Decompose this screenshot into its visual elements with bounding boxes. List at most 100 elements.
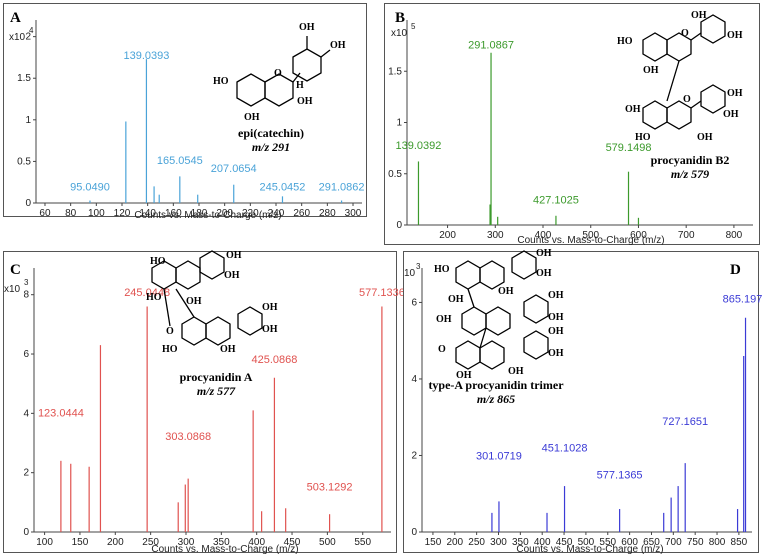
panel-c-frame bbox=[3, 251, 397, 553]
panel-d-scale-exp: 3 bbox=[416, 262, 421, 271]
y-tick-c: 8 bbox=[23, 290, 29, 301]
panel-d-frame bbox=[403, 251, 759, 553]
x-tick-c: 450 bbox=[284, 537, 301, 548]
panel-c-scale-exp: 3 bbox=[24, 278, 29, 287]
peak-label-a: 95.0490 bbox=[70, 182, 110, 194]
compound-name-a: epi(catechin) bbox=[238, 126, 304, 140]
peak-label-c: 245.0448 bbox=[124, 287, 170, 299]
x-tick-a: 280 bbox=[319, 208, 336, 219]
svg-text:OH: OH bbox=[456, 370, 472, 381]
y-tick-b: 1.5 bbox=[388, 66, 402, 77]
compound-name-b: procyanidin B2 bbox=[651, 153, 730, 167]
panel-a-letter: A bbox=[10, 10, 21, 26]
x-tick-d: 400 bbox=[534, 537, 551, 548]
x-tick-b: 400 bbox=[535, 230, 552, 241]
x-tick-a: 160 bbox=[165, 208, 182, 219]
svg-text:HO: HO bbox=[150, 256, 166, 267]
svg-text:OH: OH bbox=[299, 22, 315, 33]
peak-label-b: 579.1498 bbox=[606, 142, 652, 154]
svg-text:HO: HO bbox=[146, 292, 162, 303]
x-tick-d: 850 bbox=[731, 537, 748, 548]
peak-label-b: 139.0392 bbox=[396, 140, 442, 152]
svg-text:OH: OH bbox=[498, 286, 514, 297]
x-tick-c: 250 bbox=[142, 537, 159, 548]
x-tick-a: 140 bbox=[139, 208, 156, 219]
svg-text:OH: OH bbox=[244, 112, 260, 123]
panel-a-scale-exp: 4 bbox=[29, 26, 34, 35]
x-tick-c: 100 bbox=[36, 537, 53, 548]
x-tick-d: 200 bbox=[446, 537, 463, 548]
peak-label-a: 207.0654 bbox=[211, 163, 257, 175]
x-tick-b: 300 bbox=[487, 230, 504, 241]
svg-text:OH: OH bbox=[723, 109, 739, 120]
svg-text:OH: OH bbox=[625, 104, 641, 115]
panel-a-scale: x10 bbox=[9, 32, 26, 43]
type-a-trimer-structure: HO OH OH OH OH OH OH OH O OH OH OH OH ty… bbox=[428, 248, 564, 406]
svg-text:OH: OH bbox=[262, 324, 278, 335]
y-tick-c: 4 bbox=[23, 408, 29, 419]
x-tick-d: 450 bbox=[556, 537, 573, 548]
svg-text:OH: OH bbox=[186, 296, 202, 307]
peak-label-b: 291.0867 bbox=[468, 40, 514, 52]
x-tick-b: 700 bbox=[678, 230, 695, 241]
x-tick-a: 300 bbox=[345, 208, 362, 219]
x-tick-b: 600 bbox=[630, 230, 647, 241]
x-tick-c: 350 bbox=[213, 537, 230, 548]
x-tick-c: 550 bbox=[354, 537, 371, 548]
chart-b: B x10 5 200 300 400 500 600 700 800 0 0.5 1 1.5 291… bbox=[388, 10, 753, 246]
peak-label-d: 301.0719 bbox=[476, 450, 522, 462]
y-tick-b: 0 bbox=[396, 220, 402, 231]
panel-b-frame bbox=[384, 3, 760, 245]
y-tick-a: 2 bbox=[25, 32, 31, 43]
svg-text:O: O bbox=[681, 28, 689, 39]
svg-text:OH: OH bbox=[536, 248, 552, 259]
y-tick-a: 1.5 bbox=[17, 73, 31, 84]
peak-label-d: 451.1028 bbox=[542, 443, 588, 455]
peak-label-b: 427.1025 bbox=[533, 194, 579, 206]
panel-b-letter: B bbox=[395, 10, 405, 26]
compound-mz-a: m/z 291 bbox=[252, 140, 290, 154]
x-tick-d: 300 bbox=[490, 537, 507, 548]
svg-text:OH: OH bbox=[262, 302, 278, 313]
y-tick-d: 0 bbox=[411, 527, 417, 538]
x-tick-d: 650 bbox=[643, 537, 660, 548]
panel-d: D 10 3 150 200 250 300 350 400 450 500 550 600 650… bbox=[400, 248, 762, 556]
y-tick-a: 1 bbox=[25, 115, 31, 126]
compound-name-c: procyanidin A bbox=[180, 370, 253, 384]
y-tick-a: 0.5 bbox=[17, 156, 31, 167]
svg-text:OH: OH bbox=[508, 366, 524, 377]
procyanidin-b2-structure: HO OH OH O OH OH OH OH HO O OH procyanid… bbox=[617, 10, 743, 181]
x-tick-a: 200 bbox=[216, 208, 233, 219]
panel-b-scale-exp: 5 bbox=[411, 22, 416, 31]
x-tick-a: 240 bbox=[268, 208, 285, 219]
y-tick-d: 4 bbox=[411, 374, 417, 385]
svg-text:OH: OH bbox=[436, 314, 452, 325]
panel-c-scale: x10 bbox=[4, 284, 21, 295]
svg-text:OH: OH bbox=[226, 250, 242, 261]
x-tick-c: 300 bbox=[178, 537, 195, 548]
procyanidin-a-structure: HO OH OH OH HO O OH OH HO OH procyanidin… bbox=[146, 250, 278, 398]
svg-text:O: O bbox=[166, 326, 174, 337]
svg-text:OH: OH bbox=[727, 88, 743, 99]
x-tick-c: 500 bbox=[319, 537, 336, 548]
y-tick-b: 1 bbox=[396, 118, 402, 129]
svg-text:OH: OH bbox=[330, 40, 346, 51]
chart-a: A x10 4 60 80 100 120 140 160 180 200 220 240 260 2… bbox=[9, 10, 365, 221]
x-tick-a: 60 bbox=[39, 208, 51, 219]
panel-c: C x10 3 100 150 200 250 300 350 400 450 500 550 0 2… bbox=[0, 248, 405, 556]
x-tick-d: 750 bbox=[687, 537, 704, 548]
x-tick-c: 200 bbox=[107, 537, 124, 548]
svg-text:OH: OH bbox=[224, 270, 240, 281]
peak-label-c: 503.1292 bbox=[307, 481, 353, 493]
y-tick-c: 2 bbox=[23, 468, 29, 479]
svg-text:OH: OH bbox=[548, 290, 564, 301]
x-tick-d: 800 bbox=[709, 537, 726, 548]
y-tick-c: 0 bbox=[23, 527, 29, 538]
panel-b: B x10 5 200 300 400 500 600 700 800 0 0.5 1 1.5 291… bbox=[381, 0, 762, 248]
svg-text:OH: OH bbox=[697, 132, 713, 143]
chart-c: C x10 3 100 150 200 250 300 350 400 450 500 550 0 2… bbox=[4, 250, 405, 555]
compound-mz-b: m/z 579 bbox=[671, 167, 709, 181]
svg-text:OH: OH bbox=[548, 348, 564, 359]
epicatechin-structure: OH OH HO O OH OH H epi(catechin) m/z 291 bbox=[213, 22, 346, 154]
panel-b-xlabel: Counts vs. Mass-to-Charge (m/z) bbox=[517, 235, 664, 246]
